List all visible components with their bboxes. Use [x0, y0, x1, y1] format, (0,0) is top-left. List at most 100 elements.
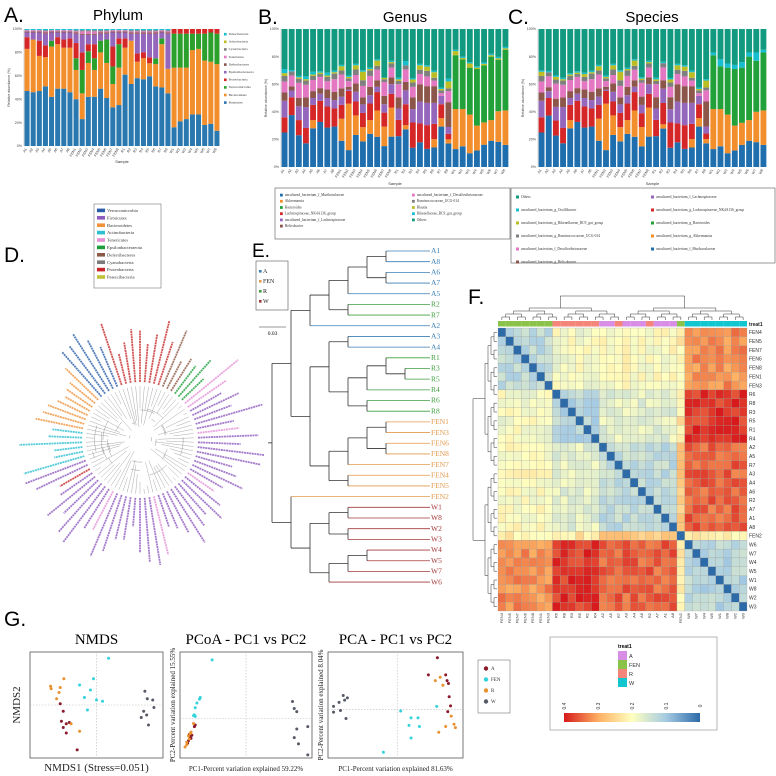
- leaf-label: W8: [431, 513, 442, 522]
- x-tick-label: A5: [308, 169, 314, 175]
- x-tick-label: FEN5: [93, 148, 101, 158]
- bar-segment-uncultured_bacterium_f_lachnospiraceae: [381, 104, 388, 113]
- legend-swatch: [97, 208, 105, 213]
- annotation-cell: [723, 321, 732, 327]
- legend-label: Firmicutes: [229, 100, 244, 104]
- heatmap-cell: [645, 442, 654, 452]
- point-fen: [95, 698, 98, 702]
- heatmap-cell: [591, 504, 600, 514]
- heatmap-cell: [622, 451, 631, 461]
- legend-label: Proteobacteria: [229, 78, 249, 82]
- tree-branch: [126, 387, 137, 426]
- heatmap-cell: [567, 522, 576, 532]
- tip-label-firmicutes: [174, 485, 205, 526]
- heatmap-cell: [669, 593, 678, 603]
- bar-segment-uncultured_bacterium_f_lachnospiraceae: [638, 104, 645, 114]
- bar-segment-uncultured_bacterium_f_muribaculaceae: [696, 126, 702, 167]
- legend-item: Cyanobacteria: [97, 260, 134, 265]
- bar-segment-lachnospiraceae_nk4a136_group: [388, 93, 395, 108]
- legend-swatch: [516, 234, 519, 238]
- bar-segment-blautia: [374, 60, 381, 66]
- bar-segment-uncultured_bacterium_f_desulfovibrionaceae: [438, 93, 445, 96]
- bar-segment-epsilonbacteraeota: [42, 33, 48, 46]
- legend-label: Deferribacteres: [229, 62, 250, 66]
- heatmap-cell: [521, 345, 530, 355]
- heatmap-cell: [637, 469, 646, 479]
- bar-segment-uncultured_bacterium_f_lachnospiraceae: [424, 102, 430, 126]
- heatmap-cell: [645, 336, 654, 346]
- heatmap-cell: [622, 566, 631, 576]
- bar-segment-others: [303, 29, 309, 77]
- heatmap-cell: [599, 504, 608, 514]
- leaf-label: W2: [431, 524, 442, 533]
- column-label: W5: [709, 612, 714, 619]
- heatmap-cell: [505, 354, 514, 364]
- heatmap-cell: [723, 354, 732, 364]
- bar-segment-epsilonbacteraeota: [140, 33, 146, 53]
- heatmap-cell: [583, 469, 592, 479]
- heatmap-cell: [700, 451, 709, 461]
- heatmap-cell: [606, 495, 615, 505]
- heatmap-cell: [669, 345, 678, 355]
- x-tick-label: R5: [680, 169, 686, 175]
- row-label: FEN6: [749, 357, 762, 363]
- heatmap-cell: [513, 398, 522, 408]
- colorbar-tick-label: 0.2: [630, 702, 636, 709]
- point-r: [185, 740, 189, 744]
- tree-branch: [169, 448, 192, 456]
- heatmap-cell: [676, 557, 685, 567]
- heatmap-cell: [521, 522, 530, 532]
- bar-segment-uncultured_bacterium_g_lachnospiraceae_nk4a136_group: [660, 102, 667, 125]
- tree-branch: [104, 462, 121, 481]
- heatmap-cell: [599, 363, 608, 373]
- bar-segment-blautia: [495, 58, 502, 60]
- heatmap-cell: [599, 425, 608, 435]
- bar-segment-lachnospiraceae_nk4a136_group: [345, 90, 352, 104]
- heatmap-cell: [622, 575, 631, 585]
- tip-label-tenericutes: [187, 472, 215, 492]
- bar-segment-epsilonbacteraeota: [55, 32, 61, 38]
- heatmap-cell: [700, 478, 709, 488]
- heatmap-cell: [692, 345, 701, 355]
- heatmap-cell: [513, 434, 522, 444]
- annotation-cell: [591, 321, 600, 327]
- legend-label: Rikenellaceae_RC9_gut_group: [417, 212, 462, 216]
- bar-segment-uncultured_bacterium_g_akkermansia: [724, 114, 731, 154]
- x-tick-label: A6: [573, 169, 579, 175]
- heatmap-cell: [653, 354, 662, 364]
- bar-segment-uncultured_bacterium_f_lachnospiraceae: [295, 106, 302, 121]
- tree-branch: [86, 433, 109, 437]
- bar-segment-uncultured_bacterium_f_muribaculaceae: [345, 150, 352, 167]
- heatmap-cell: [715, 522, 724, 532]
- heatmap-cell: [669, 504, 678, 514]
- bar-segment-akkermansia: [310, 120, 316, 129]
- heatmap-cell: [560, 540, 569, 550]
- bar-segment-patescibacteria: [98, 29, 104, 31]
- heatmap-cell: [731, 434, 740, 444]
- heatmap-cell: [497, 548, 506, 559]
- heatmap-cell: [669, 380, 678, 391]
- bar-segment-patescibacteria: [122, 29, 128, 31]
- heatmap-cell: [497, 442, 506, 452]
- y-tick-label: 0%: [531, 165, 537, 169]
- bar-segment-uncultured_bacterium_f_muribaculaceae: [424, 148, 430, 167]
- tree-branch: [86, 441, 125, 447]
- bar-segment-deferribacteres: [36, 31, 42, 33]
- heatmap-cell: [723, 372, 732, 382]
- heatmap-cell: [599, 513, 608, 523]
- legend-swatch: [516, 208, 519, 212]
- tree-branch: [100, 402, 118, 419]
- bar-segment-uncultured_bacterium_g_lachnospiraceae_nk4a136_group: [645, 93, 652, 108]
- heatmap-cell: [583, 327, 592, 337]
- bar-segment-deferribacteres: [61, 31, 67, 33]
- tree-branch: [151, 388, 158, 407]
- heatmap-cell: [700, 593, 709, 603]
- row-label: FEN1: [749, 374, 762, 380]
- bar-segment-tenericutes: [55, 30, 61, 32]
- heatmap-cell: [731, 398, 740, 408]
- heatmap-cell: [599, 451, 608, 461]
- bar-segment-uncultured_bacterium_g_ruminococcaceae_ucg-014: [545, 72, 552, 77]
- bar-segment-others: [367, 29, 373, 68]
- bar-segment-firmicutes: [104, 98, 110, 146]
